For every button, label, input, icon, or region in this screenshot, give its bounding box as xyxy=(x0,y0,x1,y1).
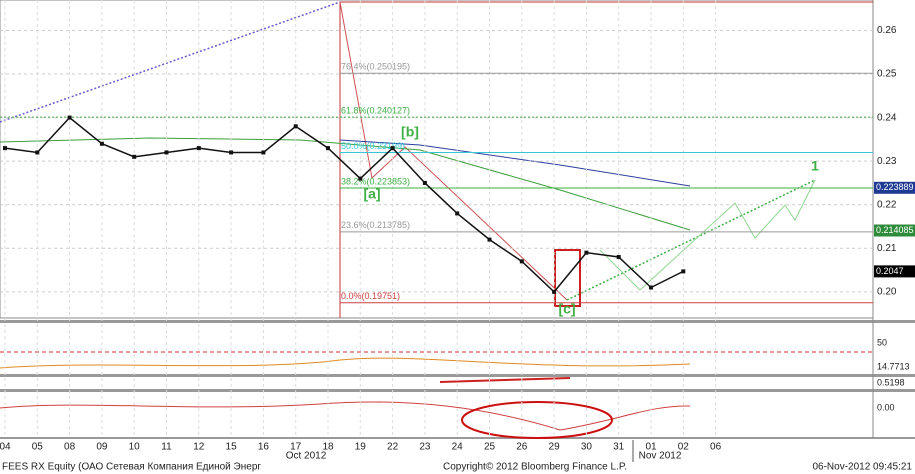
y-tick-label: 0.20 xyxy=(877,287,897,298)
y-tick-label: 0.22 xyxy=(877,199,897,210)
month-label: Nov 2012 xyxy=(639,451,682,462)
x-tick-label: 25 xyxy=(484,442,496,453)
price-tag xyxy=(874,181,915,194)
price-point xyxy=(487,237,492,242)
price-point xyxy=(3,146,7,151)
fib-label: 38.2%(0.223853) xyxy=(341,176,410,186)
x-tick-label: 31 xyxy=(613,442,625,453)
price-point xyxy=(358,176,363,181)
fib-label: 50.0%(0.23199) xyxy=(341,141,405,151)
price-tag xyxy=(874,224,915,237)
price-point xyxy=(293,124,298,129)
price-tag-label: 0.214085 xyxy=(876,225,914,235)
main-panel xyxy=(0,0,874,319)
x-tick-label: 24 xyxy=(452,442,464,453)
x-tick-label: 18 xyxy=(322,442,334,453)
indicator-label: 50 xyxy=(877,337,887,347)
panel-separator xyxy=(0,437,915,439)
x-tick-label: 22 xyxy=(387,442,399,453)
indicator-line xyxy=(0,401,691,431)
x-tick-label: 30 xyxy=(581,442,593,453)
panel-separator xyxy=(0,320,915,323)
wave-label: 1 xyxy=(811,158,819,174)
price-point xyxy=(261,150,266,155)
price-point xyxy=(326,146,330,151)
price-point xyxy=(99,141,104,146)
x-tick-label: 23 xyxy=(419,442,431,453)
price-point xyxy=(164,150,169,155)
price-point xyxy=(35,150,40,155)
x-tick-label: 26 xyxy=(516,442,528,453)
indicator-label: 0.5198 xyxy=(877,377,905,387)
x-tick-label: 02 xyxy=(678,442,690,453)
price-point xyxy=(132,154,137,159)
x-tick-label: 01 xyxy=(645,442,657,453)
price-point xyxy=(196,146,201,151)
highlight-box xyxy=(554,249,581,307)
fib-label: 0.0%(0.19751) xyxy=(341,291,400,301)
price-point xyxy=(67,115,72,120)
footer-timestamp: 06-Nov-2012 09:45:21 xyxy=(812,462,912,473)
x-tick-label: 08 xyxy=(64,442,76,453)
y-tick-label: 0.21 xyxy=(877,243,897,254)
x-tick-label: 06 xyxy=(710,442,722,453)
y-tick-label: 0.23 xyxy=(877,156,897,167)
x-tick-label: 09 xyxy=(96,442,108,453)
highlight-ellipse xyxy=(461,401,613,439)
footer-ticker: FEES RX Equity (ОАО Сетевая Компания Еди… xyxy=(2,462,261,473)
x-tick-label: 17 xyxy=(290,442,302,453)
x-tick-label: 16 xyxy=(258,442,270,453)
projection-line xyxy=(599,179,816,291)
x-tick-label: 15 xyxy=(226,442,238,453)
price-tag xyxy=(874,265,915,278)
price-point xyxy=(422,180,427,185)
price-point xyxy=(552,289,557,294)
price-point xyxy=(584,250,589,255)
panel-separator xyxy=(0,374,915,377)
wave-label: [c] xyxy=(558,301,575,317)
y-tick-label: 0.25 xyxy=(877,69,897,80)
x-tick-label: 10 xyxy=(129,442,141,453)
x-tick-label: 12 xyxy=(193,442,205,453)
x-tick-label: 11 xyxy=(161,442,172,453)
y-tick-label: 0.24 xyxy=(877,112,897,123)
price-point xyxy=(649,285,653,290)
fib-label: 61.8%(0.240127) xyxy=(341,105,410,115)
footer-copyright: Copyright© 2012 Bloomberg Finance L.P. xyxy=(443,462,627,473)
price-point xyxy=(616,255,621,260)
moving-average xyxy=(339,139,691,187)
x-tick-label: 19 xyxy=(355,442,367,453)
fib-label: 23.6%(0.213785) xyxy=(341,220,410,230)
trend-line xyxy=(0,1,341,123)
price-point xyxy=(229,150,234,155)
price-point xyxy=(681,269,686,274)
y-tick-label: 0.26 xyxy=(877,25,897,36)
x-tick-label: 05 xyxy=(32,442,44,453)
indicator-line xyxy=(439,377,571,383)
price-point xyxy=(455,211,460,216)
channel-line xyxy=(566,179,816,301)
price-tag-label: 0.2047 xyxy=(876,266,904,276)
indicator-label: 0.00 xyxy=(877,402,895,412)
wave-label: [b] xyxy=(401,124,419,140)
x-tick-label: 29 xyxy=(549,442,561,453)
indicator-line xyxy=(0,357,691,369)
x-tick-label: 04 xyxy=(0,442,11,453)
wave-line xyxy=(339,1,568,301)
month-label: Oct 2012 xyxy=(286,451,327,462)
fib-label: 76.4%(0.250195) xyxy=(341,62,410,72)
price-point xyxy=(390,146,395,151)
wave-label: [a] xyxy=(363,186,380,202)
indicator-label: 14.7713 xyxy=(877,361,910,371)
price-point xyxy=(519,259,524,264)
price-tag-label: 0.223889 xyxy=(876,182,914,192)
price-line xyxy=(4,116,684,293)
